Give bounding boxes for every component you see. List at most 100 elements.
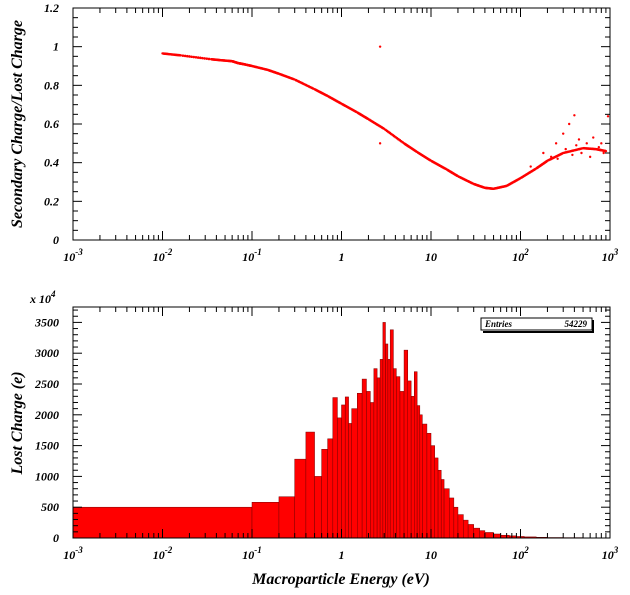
histogram-bar — [419, 414, 423, 539]
top-y-tick-label: 1.2 — [44, 1, 59, 15]
histogram-bar — [410, 396, 415, 539]
histogram-bar — [414, 371, 418, 539]
scatter-point — [207, 57, 211, 61]
histogram-bar — [434, 457, 439, 539]
scatter-point — [577, 138, 581, 141]
histogram-bar — [314, 476, 322, 539]
scatter-point — [564, 147, 567, 151]
scatter-point — [414, 150, 418, 153]
bottom-y-tick-label: 3000 — [34, 346, 59, 360]
histogram-bar — [351, 408, 358, 539]
histogram-bar — [376, 377, 381, 539]
scatter-point — [354, 110, 358, 114]
scatter-point — [181, 54, 185, 57]
top-y-tick-label: 0 — [53, 233, 59, 247]
scatter-point — [192, 55, 196, 59]
bottom-x-tick-label: 10-1 — [242, 545, 262, 562]
scatter-point — [339, 101, 342, 105]
scatter-point — [378, 45, 382, 48]
scatter-point — [201, 56, 204, 60]
scatter-point — [325, 94, 329, 97]
scatter-point — [196, 56, 200, 59]
scatter-point — [518, 177, 521, 180]
bottom-x-tick-label: 10 — [425, 548, 437, 562]
scatter-point — [455, 174, 459, 178]
histogram-bar — [321, 449, 328, 539]
histogram-bar — [399, 391, 405, 539]
scatter-point — [606, 115, 610, 118]
scatter-point — [203, 57, 206, 60]
histogram-bar — [327, 438, 334, 539]
scatter-point — [428, 158, 432, 162]
histogram-bar — [379, 359, 384, 539]
histogram-bar — [393, 368, 397, 539]
histogram-bar — [403, 349, 409, 539]
bottom-x-tick-label: 102 — [512, 545, 529, 562]
scatter-point — [560, 152, 564, 155]
scatter-point — [178, 53, 181, 57]
bottom-bars-layer — [72, 322, 611, 539]
top-x-tick-label: 10-3 — [63, 247, 83, 264]
scatter-point — [401, 140, 404, 144]
bottom-x-tick-label: 10-2 — [153, 545, 173, 562]
bottom-y-tick-label: 0 — [53, 531, 59, 545]
scatter-point — [311, 87, 315, 90]
top-x-tick-label: 103 — [602, 247, 619, 264]
scatter-point — [588, 155, 592, 159]
histogram-bar — [389, 329, 394, 539]
bottom-y-tick-label: 500 — [41, 500, 59, 514]
histogram-bar — [332, 397, 338, 539]
top-points-layer — [161, 45, 610, 190]
bottom-y-axis-label: Lost Charge (e) — [9, 371, 26, 475]
scatter-point — [554, 142, 558, 145]
histogram-bar — [407, 380, 412, 539]
top-y-tick-label: 0.2 — [44, 194, 59, 208]
top-x-tick-label: 1 — [339, 250, 345, 264]
histogram-bar — [382, 322, 386, 539]
scale-note: x 104 — [29, 289, 56, 306]
histogram-bar — [348, 423, 352, 539]
histogram-bar — [422, 423, 428, 539]
top-y-tick-label: 0.8 — [44, 78, 59, 92]
histogram-bar — [440, 479, 445, 539]
scatter-point — [580, 147, 583, 150]
bottom-y-axis: 0 500 1000 1500 2000 2500 3000 3500 — [34, 309, 610, 545]
scatter-point — [185, 54, 189, 58]
top-x-tick-label: 102 — [512, 247, 529, 264]
histogram-bar — [366, 391, 371, 539]
bottom-y-tick-label: 2500 — [34, 377, 59, 391]
scatter-point — [575, 144, 578, 147]
scatter-point — [292, 77, 295, 81]
top-scatter-panel: 10-3 10-2 10-1 1 10 102 103 00.20.40.60.811.2 … — [9, 1, 619, 264]
stats-entries-label: Entries — [484, 319, 513, 329]
scatter-point — [585, 142, 588, 145]
histogram-bar — [251, 502, 280, 539]
bottom-y-tick-label: 1000 — [35, 469, 59, 483]
scatter-point — [542, 151, 545, 155]
scatter-point — [529, 165, 532, 168]
histogram-bar — [457, 514, 464, 539]
bottom-histogram-panel: 10-3 10-2 10-1 1 10 102 103 0 500 1000 1500 2000 25… — [9, 289, 619, 588]
histogram-bar — [493, 533, 501, 539]
histogram-bar — [453, 506, 459, 539]
bottom-y-tick-label: 1500 — [35, 439, 59, 453]
top-x-axis: 10-3 10-2 10-1 1 10 102 103 — [63, 8, 619, 264]
bottom-x-tick-label: 1 — [339, 548, 345, 562]
histogram-bar — [449, 497, 455, 539]
scatter-point — [567, 122, 571, 126]
scatter-point — [545, 159, 548, 163]
top-x-tick-label: 10 — [425, 250, 437, 264]
top-y-axis-label: Secondary Charge/Lost Charge — [9, 20, 26, 228]
scale-note-base: x 10 — [29, 292, 51, 306]
histogram-bar — [473, 527, 480, 539]
histogram-bar — [337, 417, 342, 539]
scatter-point — [573, 114, 576, 117]
histogram-bar — [479, 530, 486, 539]
stats-box: Entries 54229 — [480, 317, 594, 333]
scatter-point — [205, 57, 209, 60]
bottom-y-tick-label: 2000 — [34, 408, 59, 422]
histogram-bar — [278, 496, 295, 539]
top-y-tick-label: 0.6 — [44, 117, 59, 131]
scatter-point — [533, 167, 537, 171]
